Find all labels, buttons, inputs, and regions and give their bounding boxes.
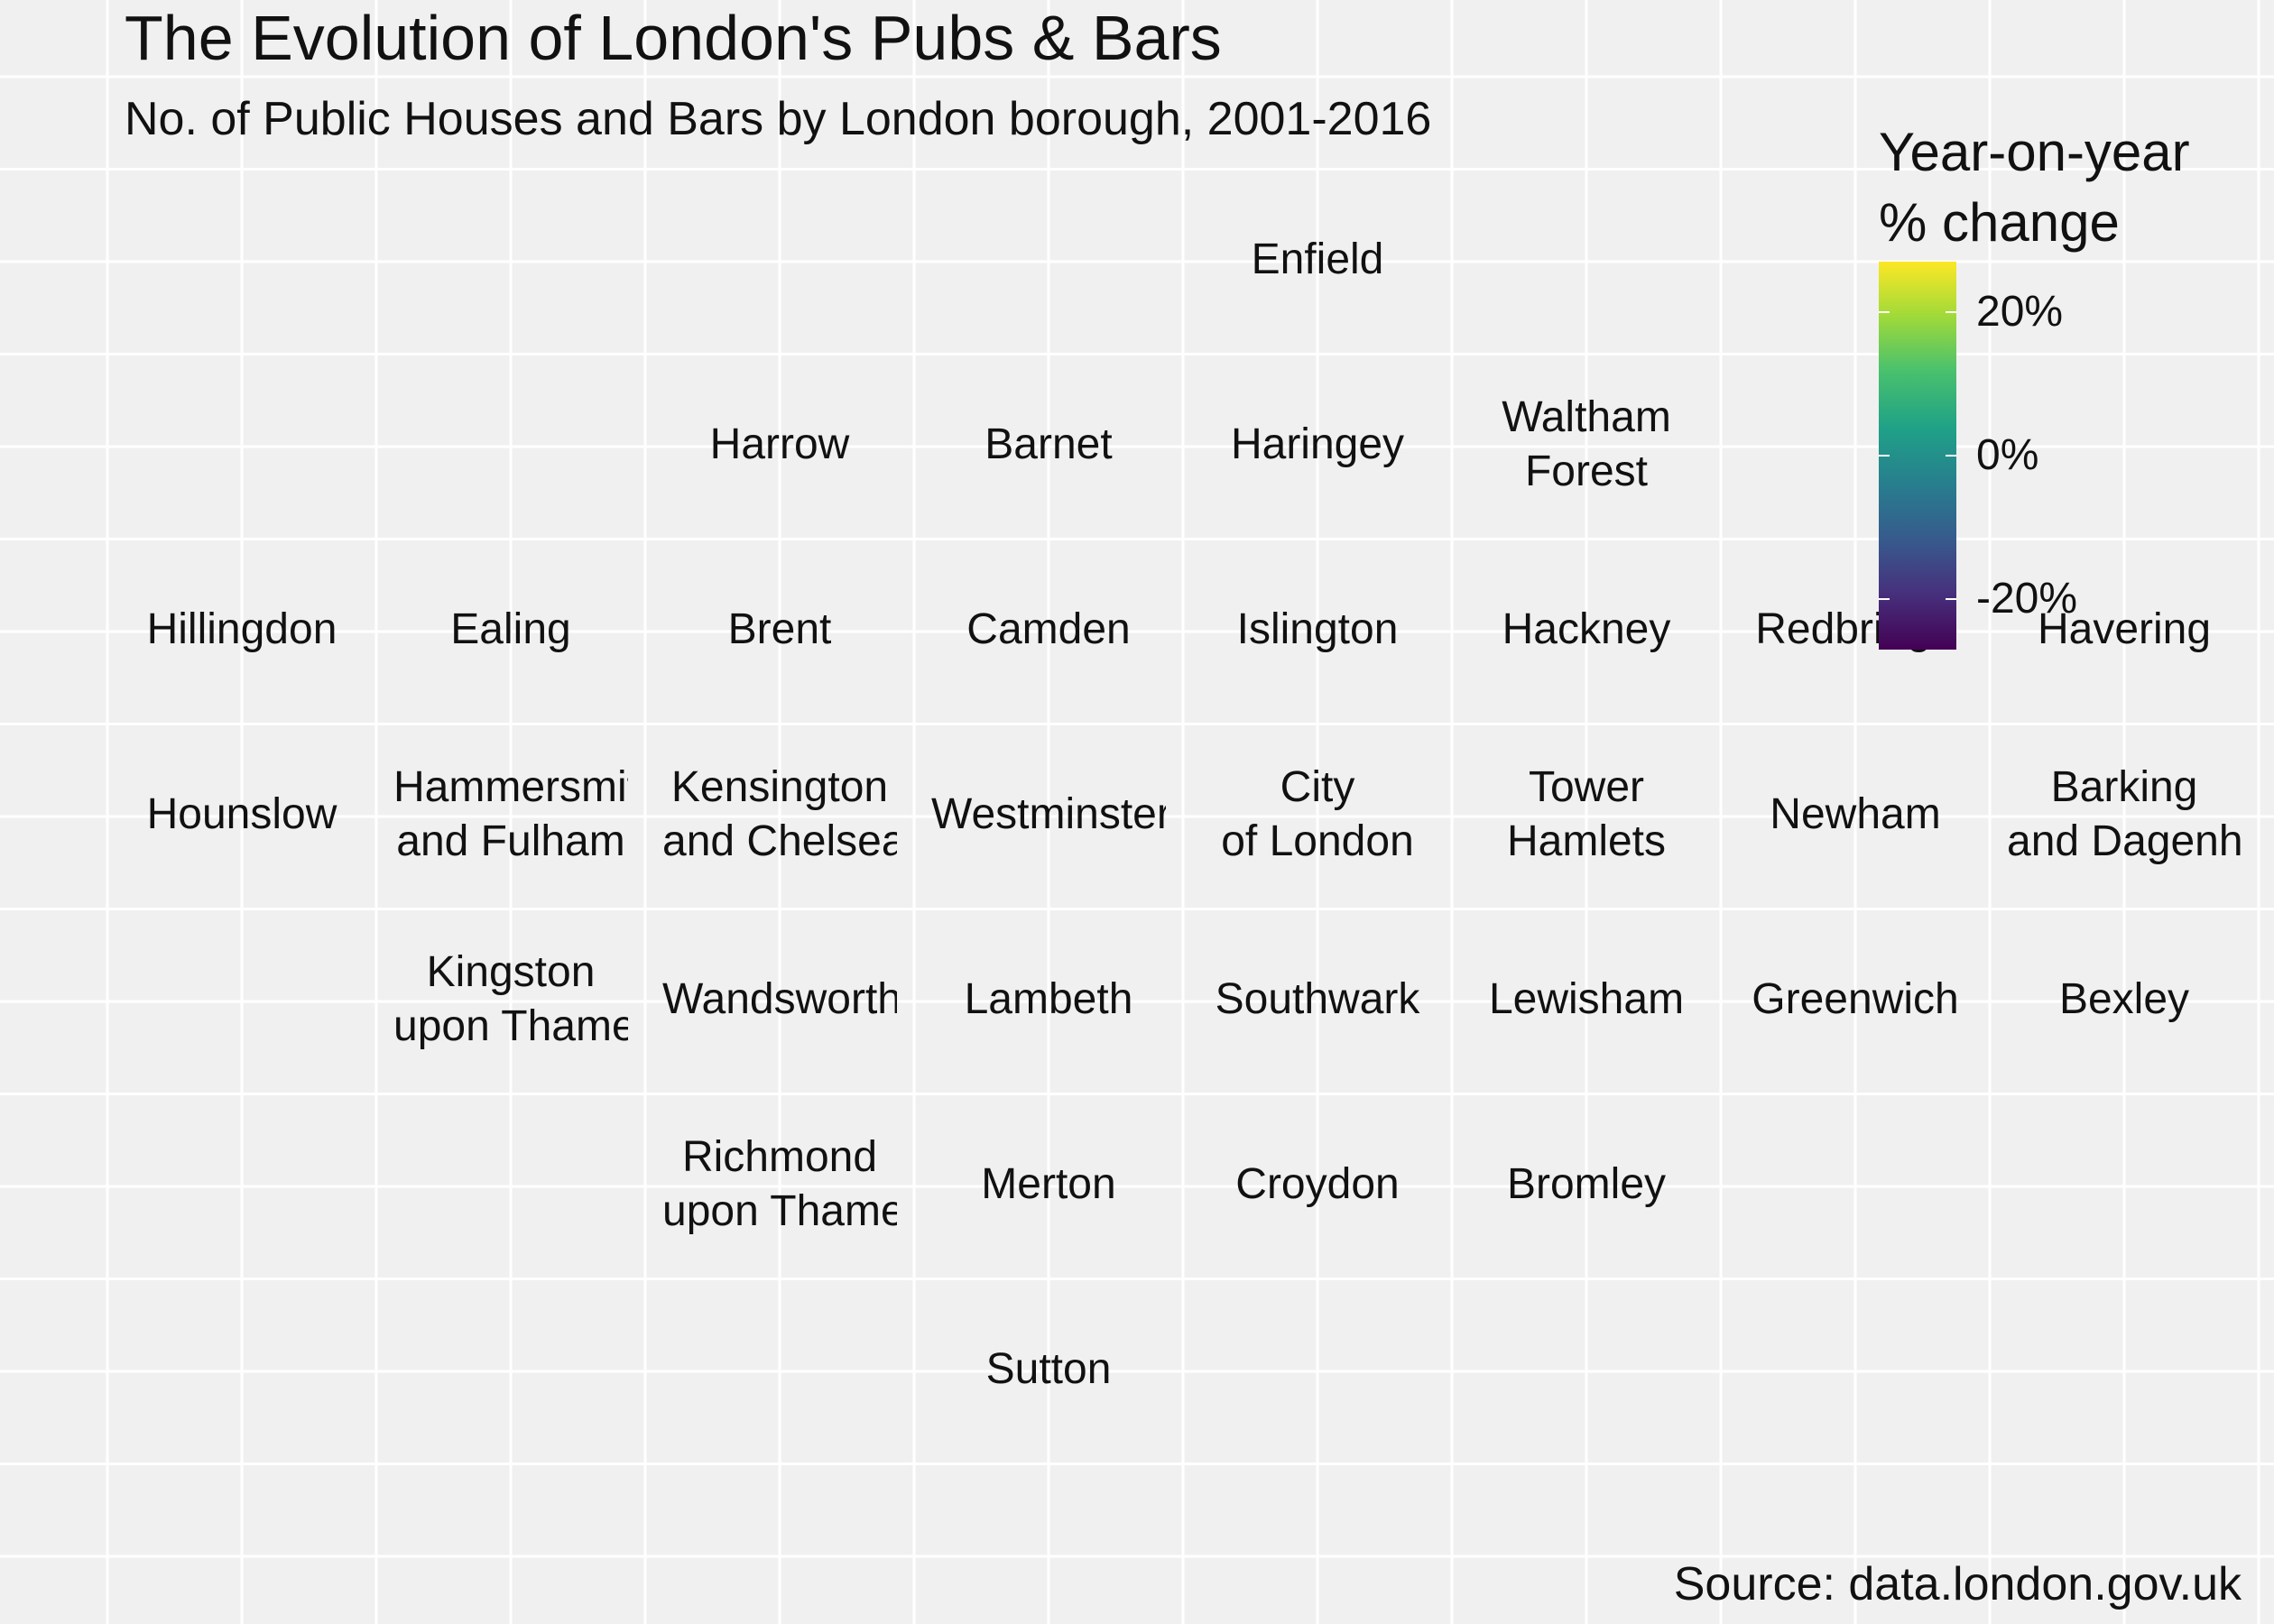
borough-label: Kensington and Chelsea [662, 761, 897, 869]
borough-label-line: City [1280, 763, 1355, 811]
borough-label-line: and Fulham [396, 817, 625, 865]
borough-label: Haringey [1200, 418, 1435, 472]
source-caption: Source: data.london.gov.uk [1673, 1558, 2242, 1610]
borough-label-line: Haringey [1230, 420, 1405, 468]
borough-label: Hillingdon [125, 603, 359, 657]
borough-label-line: Merton [981, 1160, 1116, 1208]
borough-label: City of London [1200, 761, 1435, 869]
borough-label-line: Havering [2037, 605, 2212, 653]
borough-label: Tower Hamlets [1469, 761, 1704, 869]
borough-label: Bexley [2007, 973, 2242, 1027]
chart-subtitle: No. of Public Houses and Bars by London … [125, 93, 1432, 145]
borough-label: Waltham Forest [1469, 391, 1704, 499]
borough-label: Camden [931, 603, 1166, 657]
borough-label-line: Lewisham [1488, 975, 1685, 1023]
legend-title-line: % change [1879, 192, 2120, 253]
borough-label-line: Croydon [1235, 1160, 1400, 1208]
borough-label-line: Enfield [1251, 235, 1384, 283]
legend-tick-mark [1879, 455, 1890, 457]
borough-label-line: Bromley [1506, 1160, 1667, 1208]
borough-label: Hounslow [125, 788, 359, 842]
legend-colorbar [1879, 262, 1956, 650]
borough-label: Barnet [931, 418, 1166, 472]
borough-label: Newham [1738, 788, 1973, 842]
legend-tick-mark [1879, 310, 1890, 313]
borough-label-line: Harrow [709, 420, 850, 468]
borough-label-line: Kensington [670, 763, 889, 811]
borough-label: Harrow [662, 418, 897, 472]
borough-label: Hackney [1469, 603, 1704, 657]
borough-label: Havering [2007, 603, 2242, 657]
borough-label-line: and Dagenham [2007, 817, 2242, 865]
borough-label: Lambeth [931, 973, 1166, 1027]
borough-label: Kingston upon Thames [393, 946, 628, 1054]
borough-label: Lewisham [1469, 973, 1704, 1027]
borough-label-line: Hamlets [1506, 817, 1667, 865]
legend-tick-label: 20% [1976, 287, 2064, 336]
legend-title-line: Year-on-year [1879, 122, 2190, 182]
borough-label: Westminster [931, 788, 1166, 842]
borough-label: Merton [931, 1158, 1166, 1212]
borough-label: Greenwich [1738, 973, 1973, 1027]
legend-tick-mark [1946, 598, 1956, 601]
borough-label: Islington [1200, 603, 1435, 657]
borough-label-line: of London [1221, 817, 1414, 865]
borough-label-line: Camden [966, 605, 1131, 653]
borough-label-line: Kingston [426, 948, 596, 996]
borough-label: Barking and Dagenham [2007, 761, 2242, 869]
borough-label-line: Islington [1236, 605, 1399, 653]
borough-label: Wandsworth [662, 973, 897, 1027]
borough-label: Sutton [931, 1343, 1166, 1397]
legend-title: Year-on-year % change [1879, 117, 2190, 258]
legend-tick-mark [1946, 455, 1956, 457]
chart-title: The Evolution of London's Pubs & Bars [125, 3, 1222, 73]
borough-label-line: Wandsworth [662, 975, 897, 1023]
legend-tick-mark [1879, 598, 1890, 601]
borough-label-line: upon Thames [393, 1002, 628, 1050]
borough-label-line: Southwark [1215, 975, 1420, 1023]
borough-label: Brent [662, 603, 897, 657]
borough-label: Richmond upon Thames [662, 1130, 897, 1239]
borough-label-line: Bexley [2058, 975, 2190, 1023]
borough-label-line: Richmond [681, 1133, 878, 1181]
borough-label-line: Waltham [1502, 393, 1671, 441]
borough-label-line: Barking [2050, 763, 2198, 811]
borough-label-line: Hackney [1502, 605, 1671, 653]
legend-tick-label: 0% [1976, 431, 2039, 479]
borough-label-line: and Chelsea [662, 817, 897, 865]
borough-label-line: Barnet [984, 420, 1113, 468]
borough-label: Croydon [1200, 1158, 1435, 1212]
borough-label-line: upon Thames [662, 1187, 897, 1235]
borough-label-line: Brent [727, 605, 832, 653]
legend-tick-label: -20% [1976, 575, 2078, 623]
borough-label-line: Hammersmith [393, 763, 628, 811]
borough-label-line: Forest [1524, 448, 1649, 495]
borough-label-line: Newham [1770, 790, 1941, 838]
borough-label: Enfield [1200, 233, 1435, 287]
borough-label: Hammersmith and Fulham [393, 761, 628, 869]
borough-label-line: Hounslow [146, 790, 337, 838]
borough-label-line: Lambeth [964, 975, 1133, 1023]
borough-label-line: Greenwich [1752, 975, 1959, 1023]
borough-label: Ealing [393, 603, 628, 657]
borough-label-line: Tower [1528, 763, 1645, 811]
borough-label-line: Hillingdon [146, 605, 337, 653]
borough-label-line: Ealing [450, 605, 571, 653]
borough-label: Bromley [1469, 1158, 1704, 1212]
borough-label-line: Westminster [931, 790, 1166, 838]
borough-label-line: Sutton [985, 1345, 1112, 1393]
borough-label: Southwark [1200, 973, 1435, 1027]
legend-tick-mark [1946, 310, 1956, 313]
